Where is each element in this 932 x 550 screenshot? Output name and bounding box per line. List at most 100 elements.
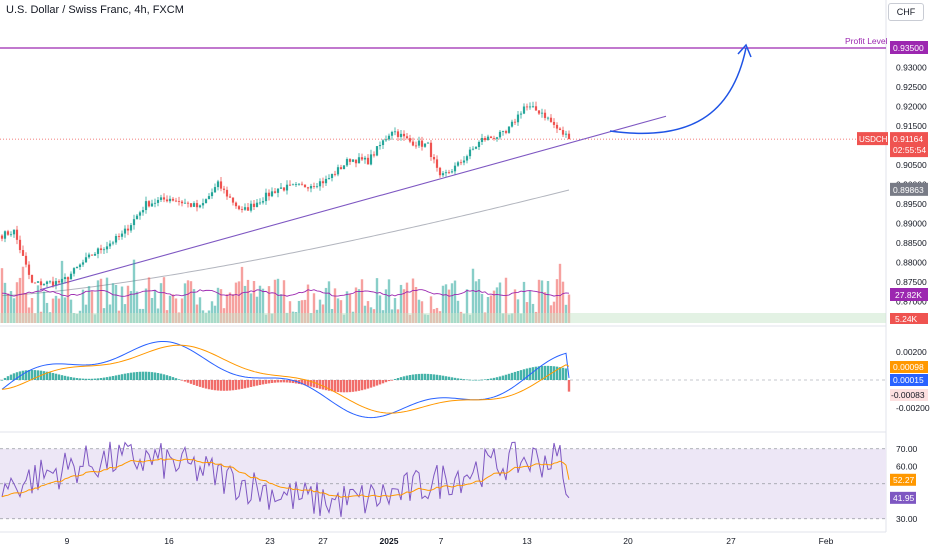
macd-hist-bar [153, 372, 157, 380]
macd-hist-bar [81, 378, 85, 380]
candle-body [474, 147, 478, 149]
candle-body [198, 205, 202, 208]
macd-hist-bar [3, 377, 7, 380]
volume-bar [276, 278, 280, 323]
macd-hist-bar [498, 376, 502, 380]
candle-body [141, 210, 145, 213]
macd-hist-bar [339, 380, 343, 393]
macd-hist-bar [78, 378, 82, 380]
candle-body [324, 178, 328, 184]
volume-bar [69, 299, 73, 323]
volume-bar [360, 279, 364, 323]
candle-body [504, 131, 508, 133]
volume-bar [555, 279, 559, 323]
macd-hist-bar [201, 380, 205, 388]
volume-bar [312, 293, 316, 323]
candle-body [258, 202, 262, 204]
candle-body [225, 189, 229, 197]
rsi-tick-label: 70.00 [896, 444, 918, 454]
macd-tick-label: -0.00200 [896, 403, 930, 413]
macd-hist-bar [459, 378, 463, 380]
volume-bar [171, 294, 175, 323]
candle-body [486, 136, 490, 141]
macd-hist-bar [198, 380, 202, 387]
volume-bar [543, 292, 547, 323]
macd-hist-bar [231, 380, 235, 391]
macd-hist-bar [99, 378, 103, 380]
volume-bar [6, 293, 10, 323]
price-tick-label: 0.87500 [896, 277, 927, 287]
candle-body [177, 201, 181, 202]
volume-bar [447, 289, 451, 323]
macd-hist-bar [195, 380, 199, 386]
volume-bar [486, 297, 490, 323]
candle-body [45, 281, 49, 285]
volume-bar [537, 279, 541, 323]
candle-body [39, 281, 43, 286]
volume-bar [402, 289, 406, 323]
volume-bar [261, 288, 265, 323]
volume-bar [471, 268, 475, 323]
candle-body [429, 142, 433, 158]
macd-hist-bar [456, 378, 460, 380]
candle-body [174, 200, 178, 202]
macd-hist-bar [267, 380, 271, 384]
candle-body [549, 117, 553, 122]
macd-hist-bar [525, 368, 529, 380]
macd-hist-bar [117, 374, 121, 380]
candle-body [0, 235, 4, 239]
candle-body [42, 284, 46, 286]
trendline[interactable] [39, 115, 667, 291]
macd-hist-bar [393, 378, 397, 380]
macd-hist-bar [405, 375, 409, 380]
volume-bar [258, 285, 262, 323]
macd-hist-bar [159, 373, 163, 380]
macd-hist-bar [372, 380, 376, 387]
candle-body [99, 248, 103, 251]
price-tick-label: 0.92000 [896, 102, 927, 112]
candle-body [435, 159, 439, 168]
macd-hist-bar [219, 380, 223, 391]
candle-body [369, 154, 373, 165]
volume-bar [159, 283, 163, 323]
macd-hist-bar [165, 375, 169, 380]
macd-hist-bar [291, 380, 295, 384]
macd-hist-bar [111, 375, 115, 380]
volume-bar [120, 286, 124, 323]
macd-hist-bar [411, 374, 415, 380]
candle-body [336, 167, 340, 175]
macd-hist-bar [264, 380, 268, 384]
candle-body [264, 192, 268, 202]
candle-body [18, 239, 22, 251]
candle-body [165, 199, 169, 202]
macd-hist-bar [417, 373, 421, 380]
macd-hist-bar [390, 380, 394, 381]
candle-body [519, 113, 523, 115]
macd-hist-bar [327, 380, 331, 391]
volume-bar [168, 295, 172, 323]
volume-bar [441, 285, 445, 323]
candle-body [237, 206, 241, 210]
macd-hist-bar [114, 375, 118, 380]
candle-body [471, 148, 475, 150]
volume-bar [60, 260, 64, 323]
candle-body [117, 236, 121, 237]
macd-line-text: 0.00015 [893, 375, 924, 385]
volume-bar [375, 278, 379, 323]
macd-hist-bar [492, 377, 496, 380]
macd-hist-bar [12, 373, 16, 380]
volume-bar [255, 296, 259, 323]
macd-hist-bar [204, 380, 208, 389]
candle-body [48, 281, 52, 283]
currency-button[interactable]: CHF [888, 3, 924, 21]
forecast-arrow[interactable] [609, 47, 747, 135]
volume-bar [420, 301, 424, 323]
volume-bar [498, 282, 502, 323]
macd-hist-bar [480, 379, 484, 381]
rsi-ma-text: 52.27 [893, 475, 915, 485]
macd-hist-bar [399, 377, 403, 380]
candle-body [78, 264, 82, 268]
candle-body [228, 196, 232, 198]
candle-body [240, 209, 244, 210]
